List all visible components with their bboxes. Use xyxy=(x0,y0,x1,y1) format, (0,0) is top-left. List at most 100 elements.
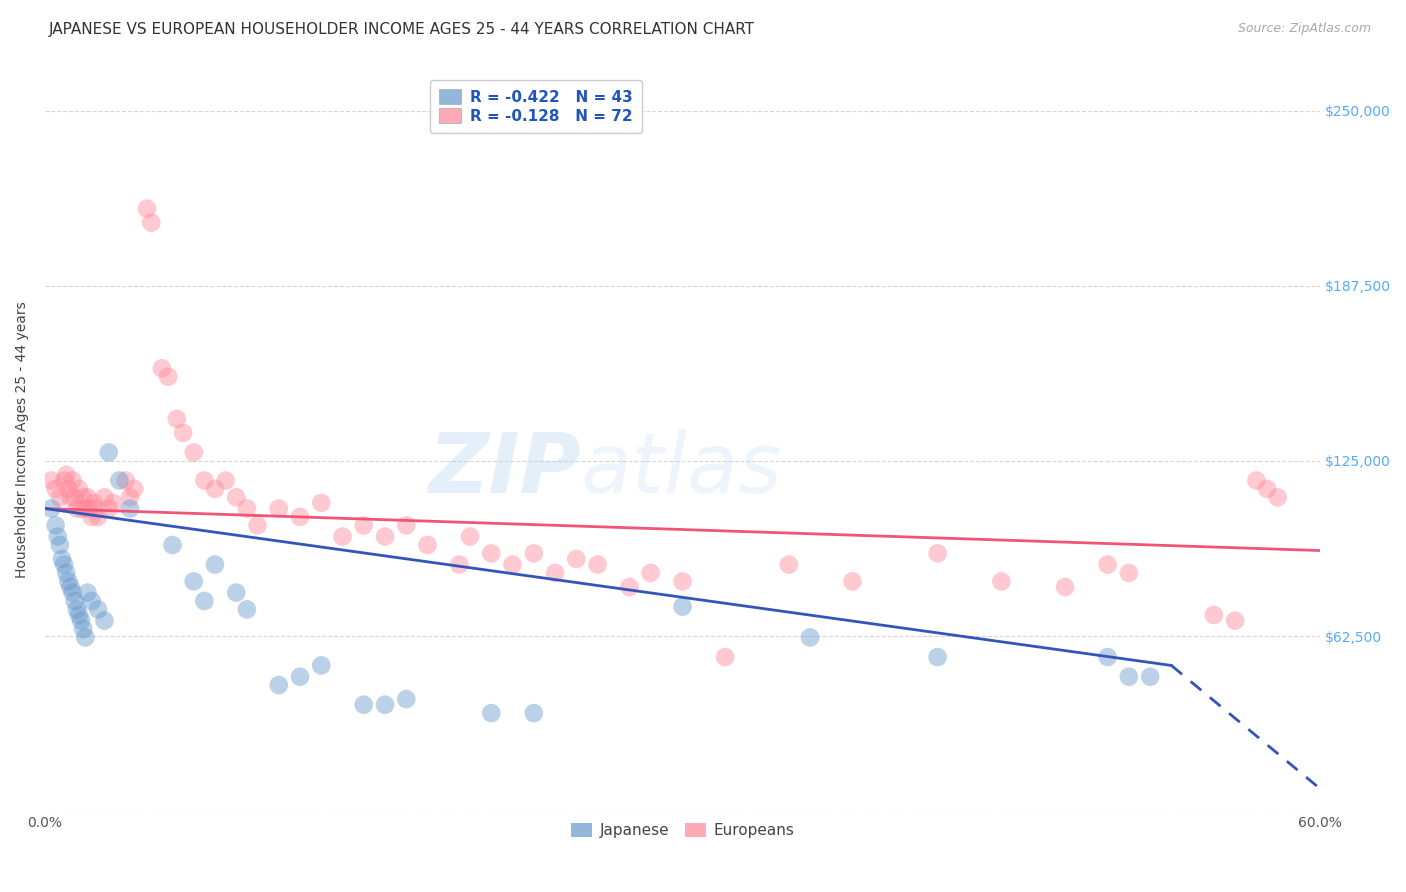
Point xyxy=(565,552,588,566)
Y-axis label: Householder Income Ages 25 - 44 years: Householder Income Ages 25 - 44 years xyxy=(15,301,30,578)
Point xyxy=(67,482,90,496)
Point xyxy=(75,631,97,645)
Point xyxy=(416,538,439,552)
Point xyxy=(80,594,103,608)
Point xyxy=(332,529,354,543)
Point xyxy=(183,445,205,459)
Point xyxy=(927,650,949,665)
Point xyxy=(49,538,72,552)
Point xyxy=(214,474,236,488)
Point xyxy=(395,692,418,706)
Point xyxy=(799,631,821,645)
Point xyxy=(59,491,82,505)
Point xyxy=(544,566,567,580)
Point xyxy=(59,580,82,594)
Point xyxy=(118,501,141,516)
Point xyxy=(46,529,69,543)
Legend: Japanese, Europeans: Japanese, Europeans xyxy=(565,817,800,845)
Point xyxy=(267,678,290,692)
Point xyxy=(172,425,194,440)
Point xyxy=(671,599,693,614)
Point xyxy=(204,558,226,572)
Text: Source: ZipAtlas.com: Source: ZipAtlas.com xyxy=(1237,22,1371,36)
Point xyxy=(619,580,641,594)
Point xyxy=(479,546,502,560)
Point xyxy=(1097,650,1119,665)
Point xyxy=(288,510,311,524)
Point xyxy=(41,501,63,516)
Point xyxy=(80,510,103,524)
Point xyxy=(640,566,662,580)
Point xyxy=(76,491,98,505)
Point xyxy=(374,529,396,543)
Point xyxy=(84,501,107,516)
Point xyxy=(523,546,546,560)
Point xyxy=(374,698,396,712)
Point xyxy=(72,622,94,636)
Point xyxy=(122,482,145,496)
Point xyxy=(63,491,86,505)
Point xyxy=(70,501,93,516)
Point xyxy=(157,369,180,384)
Point xyxy=(51,552,73,566)
Point xyxy=(671,574,693,589)
Point xyxy=(502,558,524,572)
Point xyxy=(58,574,80,589)
Point xyxy=(75,501,97,516)
Point xyxy=(49,491,72,505)
Point xyxy=(87,602,110,616)
Point xyxy=(246,518,269,533)
Point xyxy=(93,491,115,505)
Point xyxy=(309,658,332,673)
Point xyxy=(101,496,124,510)
Point xyxy=(714,650,737,665)
Point xyxy=(236,501,259,516)
Text: JAPANESE VS EUROPEAN HOUSEHOLDER INCOME AGES 25 - 44 YEARS CORRELATION CHART: JAPANESE VS EUROPEAN HOUSEHOLDER INCOME … xyxy=(49,22,755,37)
Point xyxy=(63,594,86,608)
Point xyxy=(1223,614,1246,628)
Point xyxy=(841,574,863,589)
Point xyxy=(66,501,89,516)
Point xyxy=(62,585,84,599)
Point xyxy=(72,491,94,505)
Text: atlas: atlas xyxy=(581,429,782,510)
Point xyxy=(162,538,184,552)
Point xyxy=(204,482,226,496)
Point xyxy=(1054,580,1077,594)
Text: ZIP: ZIP xyxy=(427,429,581,510)
Point xyxy=(193,594,215,608)
Point xyxy=(353,698,375,712)
Point xyxy=(1267,491,1289,505)
Point xyxy=(55,467,77,482)
Point xyxy=(236,602,259,616)
Point xyxy=(70,614,93,628)
Point xyxy=(79,501,101,516)
Point xyxy=(990,574,1012,589)
Point xyxy=(67,607,90,622)
Point xyxy=(1246,474,1268,488)
Point xyxy=(45,518,67,533)
Point xyxy=(58,482,80,496)
Point xyxy=(114,474,136,488)
Point xyxy=(55,566,77,580)
Point xyxy=(1118,566,1140,580)
Point xyxy=(586,558,609,572)
Point xyxy=(97,501,120,516)
Point xyxy=(309,496,332,510)
Point xyxy=(136,202,159,216)
Point xyxy=(225,585,247,599)
Point xyxy=(41,474,63,488)
Point xyxy=(1256,482,1278,496)
Point xyxy=(150,361,173,376)
Point xyxy=(1139,670,1161,684)
Point xyxy=(267,501,290,516)
Point xyxy=(778,558,800,572)
Point xyxy=(183,574,205,589)
Point xyxy=(1202,607,1225,622)
Point xyxy=(62,474,84,488)
Point xyxy=(53,558,76,572)
Point xyxy=(523,706,546,720)
Point xyxy=(927,546,949,560)
Point xyxy=(97,445,120,459)
Point xyxy=(1097,558,1119,572)
